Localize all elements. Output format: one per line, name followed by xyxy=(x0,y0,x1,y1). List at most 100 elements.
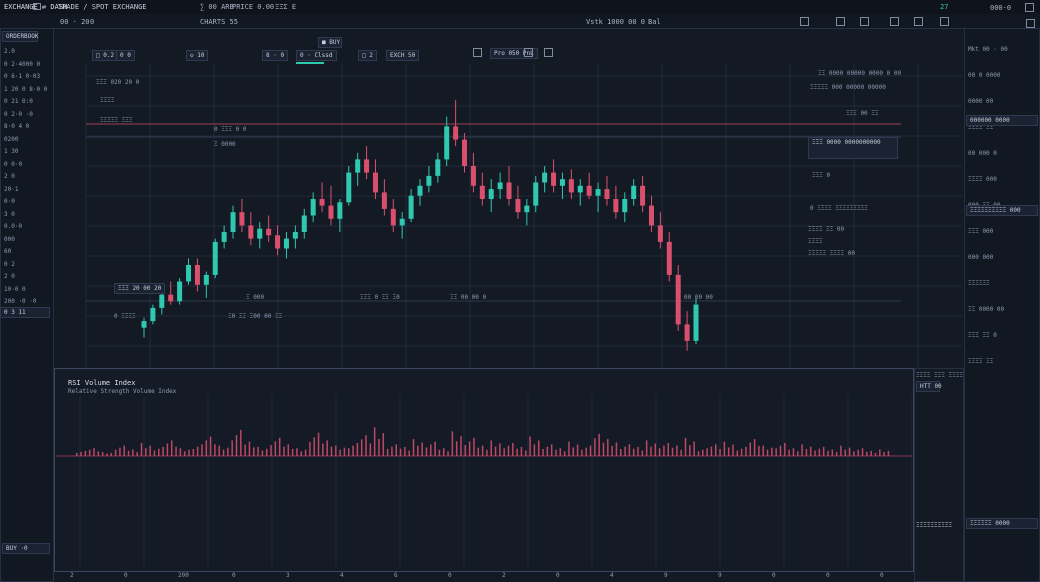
candle-body[interactable] xyxy=(444,126,450,160)
right-panel-row[interactable]: ΞΞΞ 000 xyxy=(968,228,994,235)
candle-body[interactable] xyxy=(275,235,281,249)
toolbar-item-2[interactable]: CHARTS 55 xyxy=(200,18,238,26)
candle-body[interactable] xyxy=(666,241,672,275)
orderbook-row[interactable]: 2.0 xyxy=(4,48,15,55)
candle-body[interactable] xyxy=(426,175,432,186)
right-panel-row[interactable]: 0000 00 xyxy=(968,98,994,105)
layout-icon[interactable] xyxy=(914,17,923,26)
candle-body[interactable] xyxy=(533,182,539,206)
zoom-icon[interactable] xyxy=(524,48,533,57)
candle-body[interactable] xyxy=(435,159,441,176)
orderbook-row[interactable]: 0·0 xyxy=(4,198,15,205)
candle-body[interactable] xyxy=(515,199,521,213)
candle-body[interactable] xyxy=(186,265,192,282)
candle-body[interactable] xyxy=(604,189,610,199)
toolbar-btn-f[interactable]: EXCH 50 xyxy=(386,50,420,61)
draw-icon[interactable] xyxy=(544,48,553,57)
candle-body[interactable] xyxy=(453,126,459,140)
candle-body[interactable] xyxy=(364,159,370,173)
candle-body[interactable] xyxy=(613,199,619,213)
orderbook-row[interactable]: 2 0 xyxy=(4,273,15,280)
user-icon[interactable] xyxy=(1025,3,1034,12)
orderbook-row[interactable]: 0 2·4000 0 xyxy=(4,60,41,68)
orderbook-button[interactable]: ORDERBOOK xyxy=(2,31,39,42)
candle-body[interactable] xyxy=(355,159,361,173)
sell-button[interactable]: 0 3 11 xyxy=(0,307,50,318)
candle-body[interactable] xyxy=(693,304,699,341)
toolbar-btn-e[interactable]: □ 2 xyxy=(358,50,377,61)
candle-body[interactable] xyxy=(462,139,468,166)
orderbook-row[interactable]: 10·0 0 xyxy=(4,285,26,293)
candle-body[interactable] xyxy=(257,228,263,239)
candle-body[interactable] xyxy=(595,189,601,196)
header-tab-0[interactable]: ∑ 00 ARB xyxy=(200,3,234,11)
pair-label[interactable]: TRADE / SPOT EXCHANGE xyxy=(58,3,147,11)
header-tab-2[interactable]: ΞΞΣ E xyxy=(275,3,297,11)
candle-body[interactable] xyxy=(470,166,476,186)
right-panel-row[interactable]: Mkt 00 · 00 xyxy=(968,46,1008,53)
mode-button[interactable]: 0 · Clssd xyxy=(296,50,337,61)
level-highlight-red[interactable]: ΞΞΞ 0000 0000000000 xyxy=(808,137,898,159)
candle-body[interactable] xyxy=(310,199,316,216)
candle-body[interactable] xyxy=(675,274,681,325)
candle-body[interactable] xyxy=(524,205,530,213)
candle-body[interactable] xyxy=(319,199,325,206)
orderbook-row[interactable]: 8·0 4 0 xyxy=(4,123,30,130)
candle-body[interactable] xyxy=(283,238,289,249)
right-panel-row[interactable]: ΞΞΞ ΞΞ 0 xyxy=(968,332,997,339)
toolbar-btn-b[interactable]: 0 0 xyxy=(116,50,135,61)
candle-body[interactable] xyxy=(640,185,646,206)
gear-icon[interactable] xyxy=(860,17,869,26)
candle-body[interactable] xyxy=(372,172,378,193)
candle-body[interactable] xyxy=(141,321,147,328)
orderbook-row[interactable]: 000 xyxy=(4,235,15,243)
candle-body[interactable] xyxy=(684,324,690,341)
candle-body[interactable] xyxy=(551,172,557,186)
right-panel-row[interactable]: 00 0 0000 xyxy=(968,72,1001,79)
candle-body[interactable] xyxy=(221,232,227,242)
candle-body[interactable] xyxy=(559,179,565,186)
candle-body[interactable] xyxy=(328,205,334,219)
toolbar-btn-d[interactable]: 8 · 0 xyxy=(262,50,289,61)
toolbar-btn-a[interactable]: □ 0.2 xyxy=(92,50,119,61)
toolbar-item-0[interactable]: 00 · 20 xyxy=(60,18,90,26)
buy-button[interactable]: BUY ·0 xyxy=(2,543,50,554)
header-tab-1[interactable]: PRICE 0.00 xyxy=(232,3,275,11)
candle-body[interactable] xyxy=(408,195,414,219)
right-panel-row[interactable]: ΞΞ 0000 00 xyxy=(968,306,1005,313)
candle-body[interactable] xyxy=(292,232,298,239)
candle-body[interactable] xyxy=(506,182,512,200)
candle-body[interactable] xyxy=(301,215,307,233)
chart-bottom-label-0[interactable]: ΞΞΞ 20 00 20 xyxy=(114,283,166,294)
candle-body[interactable] xyxy=(248,225,254,239)
volume-chart[interactable] xyxy=(56,396,912,566)
orderbook-row[interactable]: 0 0·0 xyxy=(4,160,23,168)
right-highlight-red[interactable]: 000000 0000 xyxy=(966,115,1038,126)
candle-body[interactable] xyxy=(381,192,387,209)
right-panel-row[interactable]: ΞΞΞΞΞΞ xyxy=(968,280,990,287)
candle-body[interactable] xyxy=(657,225,663,242)
right-panel-row[interactable]: ΞΞΞΞ ΞΞ xyxy=(968,358,994,365)
candle-body[interactable] xyxy=(194,265,200,285)
orderbook-row[interactable]: 3 0 xyxy=(4,210,15,218)
candle-body[interactable] xyxy=(177,281,183,302)
orderbook-row[interactable]: 1 20 0 8·0 0 xyxy=(4,85,48,93)
orderbook-row[interactable]: 200 ·0 ·0 xyxy=(4,298,37,305)
candle-body[interactable] xyxy=(390,208,396,226)
bell-icon[interactable] xyxy=(836,17,845,26)
candle-body[interactable] xyxy=(159,294,165,308)
candle-body[interactable] xyxy=(230,212,236,232)
order-button[interactable]: ■ BUY xyxy=(318,37,342,48)
candle-body[interactable] xyxy=(266,228,272,236)
orderbook-row[interactable]: 20·1 xyxy=(4,185,19,193)
grid-icon[interactable] xyxy=(800,17,809,26)
right-bottom-red[interactable]: ΞΞΞΞΞΞ 0000 xyxy=(966,518,1038,529)
orderbook-row[interactable]: 2 0 xyxy=(4,173,15,180)
candle-body[interactable] xyxy=(568,179,574,193)
candle-body[interactable] xyxy=(577,185,583,193)
orderbook-row[interactable]: 0 21 0:0 xyxy=(4,98,33,105)
toolbar-btn-c[interactable]: ◇ 10 xyxy=(186,50,209,61)
candle-body[interactable] xyxy=(648,205,654,226)
candle-body[interactable] xyxy=(399,218,405,226)
candle-body[interactable] xyxy=(488,189,494,199)
